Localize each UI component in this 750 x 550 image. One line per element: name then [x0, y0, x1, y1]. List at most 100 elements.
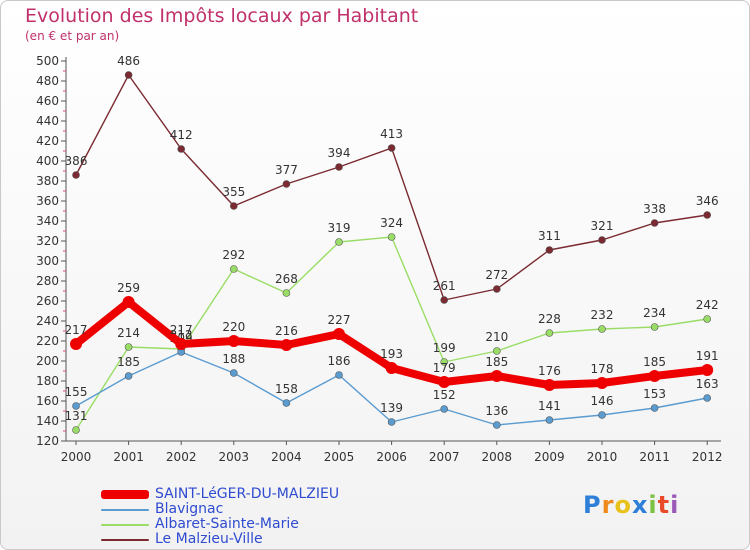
data-point [596, 377, 608, 389]
x-tick-label: 2005 [324, 450, 355, 464]
data-label: 321 [591, 219, 614, 233]
data-point [230, 369, 238, 377]
data-label: 216 [275, 324, 298, 338]
x-tick-label: 2002 [166, 450, 197, 464]
y-tick-label: 440 [36, 114, 59, 128]
data-label: 228 [538, 312, 561, 326]
data-label: 188 [222, 352, 245, 366]
data-label: 193 [380, 347, 403, 361]
x-tick-label: 2011 [639, 450, 670, 464]
data-label: 163 [696, 377, 719, 391]
x-tick-label: 2001 [113, 450, 144, 464]
data-point [598, 325, 606, 333]
y-tick-label: 280 [36, 274, 59, 288]
legend-item: Albaret-Sainte-Marie [101, 517, 339, 532]
data-label: 146 [591, 394, 614, 408]
y-tick-label: 480 [36, 74, 59, 88]
data-label: 199 [433, 341, 456, 355]
x-tick-label: 2006 [376, 450, 407, 464]
data-label: 242 [696, 298, 719, 312]
legend-item: Le Malzieu-Ville [101, 532, 339, 547]
data-label: 386 [65, 154, 88, 168]
data-point [440, 296, 449, 304]
x-tick-label: 2012 [692, 450, 723, 464]
data-label: 311 [538, 229, 561, 243]
x-tick-label: 2004 [271, 450, 302, 464]
data-label: 346 [696, 194, 719, 208]
data-label: 210 [485, 330, 508, 344]
data-point [177, 145, 185, 153]
data-label: 377 [275, 163, 298, 177]
data-point [701, 364, 714, 376]
data-label: 185 [485, 355, 508, 369]
data-label: 185 [643, 355, 666, 369]
data-point [440, 358, 449, 366]
series-line-3 [75, 74, 708, 301]
data-point [492, 285, 501, 293]
y-tick-label: 200 [36, 354, 59, 368]
logo-letter: i [648, 491, 658, 519]
data-point [650, 323, 659, 331]
data-label: 394 [328, 146, 351, 160]
data-point [387, 233, 396, 241]
data-label: 141 [538, 399, 561, 413]
data-label: 232 [591, 308, 614, 322]
data-label: 338 [643, 202, 666, 216]
proxiti-logo: Proxiti [583, 491, 679, 519]
data-point [230, 202, 238, 210]
data-label: 186 [328, 354, 351, 368]
data-label: 131 [65, 409, 88, 423]
data-label: 292 [222, 248, 245, 262]
data-point [72, 426, 80, 434]
logo-letter: t [657, 491, 671, 519]
data-label: 272 [485, 268, 508, 282]
data-point [335, 371, 343, 379]
chart-subtitle: (en € et par an) [25, 29, 120, 43]
y-tick-label: 360 [36, 194, 59, 208]
legend-item: Blavignac [101, 502, 339, 517]
legend-swatch [101, 490, 149, 499]
data-label: 179 [433, 361, 456, 375]
data-label: 268 [275, 272, 298, 286]
logo-letter: o [614, 491, 632, 519]
data-point [335, 163, 343, 171]
data-point [703, 211, 712, 219]
data-point [650, 404, 659, 412]
data-label: 413 [380, 127, 403, 141]
data-point [387, 144, 396, 152]
data-label: 185 [117, 355, 140, 369]
data-point [440, 405, 449, 413]
data-point [545, 416, 554, 424]
y-tick-label: 340 [36, 214, 59, 228]
data-point [282, 180, 291, 188]
data-point [122, 296, 135, 308]
data-point [492, 347, 501, 355]
y-tick-label: 500 [36, 54, 59, 68]
data-point [72, 402, 80, 410]
data-point [385, 362, 398, 374]
y-tick-label: 320 [36, 234, 59, 248]
data-point [598, 411, 606, 419]
y-tick-label: 380 [36, 174, 59, 188]
data-label: 412 [170, 128, 193, 142]
legend-label: SAINT-LéGER-DU-MALZIEU [155, 486, 340, 502]
chart-title: Evolution des Impôts locaux par Habitant [25, 5, 419, 27]
data-label: 319 [328, 221, 351, 235]
data-point [280, 339, 293, 351]
legend-label: Blavignac [155, 501, 224, 517]
data-point [70, 338, 82, 350]
legend-label: Albaret-Sainte-Marie [155, 516, 299, 532]
y-tick-label: 140 [36, 414, 59, 428]
data-point [387, 418, 396, 426]
data-point [335, 238, 343, 246]
data-point [333, 328, 345, 340]
x-tick-label: 2008 [482, 450, 513, 464]
y-tick-label: 180 [36, 374, 59, 388]
data-point [175, 338, 188, 350]
data-label: 153 [643, 387, 666, 401]
data-point [124, 372, 133, 380]
data-point [543, 379, 556, 391]
data-label: 324 [380, 216, 403, 230]
